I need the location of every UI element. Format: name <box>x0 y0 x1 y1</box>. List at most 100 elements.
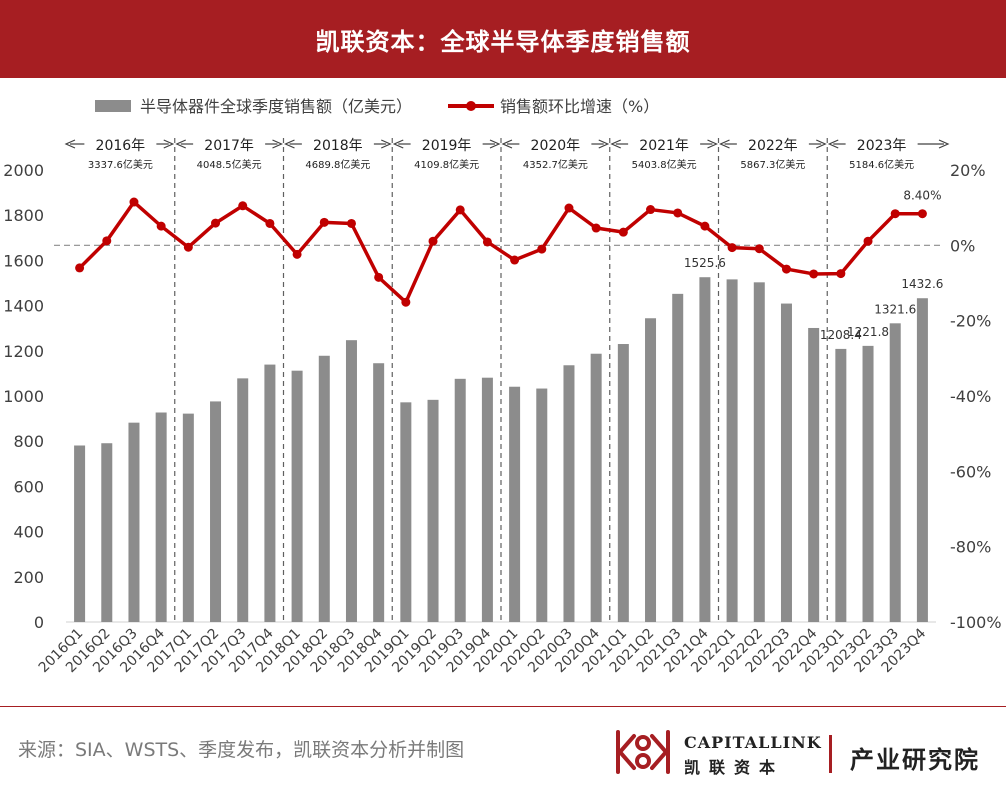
growth-point-2022Q2 <box>754 244 764 254</box>
source-note: 来源：SIA、WSTS、季度发布，凯联资本分析并制图 <box>18 739 465 761</box>
brand-separator <box>829 735 832 773</box>
arrow-right-icon <box>163 139 175 149</box>
left-axis-tick: 800 <box>13 432 44 451</box>
growth-point-2022Q3 <box>781 264 791 274</box>
bar-2023Q4 <box>916 298 928 622</box>
arrow-right-icon <box>381 139 392 149</box>
right-axis-tick: -40% <box>950 387 991 406</box>
legend-bar-label: 半导体器件全球季度销售额（亿美元） <box>140 97 412 116</box>
growth-line <box>78 200 923 304</box>
right-axis-tick: 0% <box>950 236 975 255</box>
left-axis-tick: 0 <box>34 613 44 632</box>
growth-point-2019Q3 <box>455 205 465 215</box>
data-label: 1208.4 <box>820 328 862 342</box>
bar-2016Q4 <box>155 412 167 622</box>
bar-2018Q1 <box>291 370 303 622</box>
footer-divider <box>0 706 1006 707</box>
bar-2022Q2 <box>753 282 765 622</box>
arrow-right-icon <box>489 139 501 149</box>
data-label: 1525.6 <box>684 256 726 270</box>
title-banner: 凯联资本：全球半导体季度销售额 <box>0 0 1006 78</box>
year-label: 2022年 <box>748 138 798 154</box>
bar-2022Q3 <box>780 303 792 622</box>
growth-point-2020Q2 <box>537 244 547 254</box>
bar-2016Q3 <box>128 422 140 622</box>
arrow-right-icon <box>598 139 610 149</box>
arrow-left-icon <box>392 139 404 149</box>
brand-name-en: CAPITALLINK <box>684 733 822 752</box>
legend-bar-swatch <box>95 100 131 112</box>
growth-point-2017Q2 <box>211 218 221 228</box>
bar-2020Q2 <box>536 388 548 622</box>
arrow-left-icon <box>175 139 186 149</box>
bar-2018Q4 <box>373 363 385 622</box>
bar-2017Q1 <box>182 413 194 622</box>
bar-2021Q4 <box>699 277 711 622</box>
left-axis-tick: 1200 <box>3 342 44 361</box>
arrow-left-icon <box>719 139 730 149</box>
arrow-right-icon <box>938 139 950 149</box>
growth-point-2019Q4 <box>482 237 492 247</box>
bar-2021Q3 <box>672 293 684 622</box>
right-axis-tick: 20% <box>950 161 986 180</box>
left-axis-tick: 2000 <box>3 161 44 180</box>
year-total: 4352.7亿美元 <box>523 158 588 171</box>
bar-2021Q2 <box>645 318 657 622</box>
growth-point-2023Q2 <box>863 236 873 246</box>
growth-point-2021Q4 <box>700 221 710 231</box>
legend-line-marker <box>466 101 476 111</box>
growth-point-2017Q1 <box>183 242 193 252</box>
growth-point-2021Q2 <box>646 205 656 215</box>
bar-2020Q4 <box>590 353 602 622</box>
growth-point-2018Q4 <box>374 272 384 282</box>
bar-2019Q3 <box>454 378 466 622</box>
bar-2018Q2 <box>318 355 330 622</box>
year-total: 4048.5亿美元 <box>197 158 262 171</box>
left-axis-tick: 1000 <box>3 387 44 406</box>
growth-point-2020Q1 <box>510 255 520 265</box>
year-label: 2017年 <box>204 138 254 154</box>
arrow-left-icon <box>610 139 621 149</box>
bar-2020Q3 <box>563 365 575 622</box>
bar-2023Q2 <box>862 345 874 622</box>
bar-2020Q1 <box>509 386 521 622</box>
capitallink-logo <box>616 730 670 774</box>
year-total: 5867.3亿美元 <box>740 158 805 171</box>
data-label: 8.40% <box>903 189 941 203</box>
growth-point-2022Q1 <box>727 243 737 253</box>
bar-2023Q3 <box>889 323 901 622</box>
brand-name-cn: 凯联资本 <box>684 758 785 777</box>
growth-point-2021Q1 <box>618 227 628 237</box>
year-total: 5403.8亿美元 <box>632 158 697 171</box>
growth-point-2016Q2 <box>102 236 112 246</box>
bar-2017Q2 <box>210 401 222 622</box>
year-label: 2018年 <box>313 138 363 154</box>
arrow-left-icon <box>501 139 513 149</box>
data-label: 1321.6 <box>874 302 916 316</box>
year-total: 4109.8亿美元 <box>414 158 479 171</box>
data-label: 1221.8 <box>847 325 889 339</box>
arrow-right-icon <box>272 139 283 149</box>
growth-point-2018Q3 <box>346 218 356 228</box>
growth-point-2018Q1 <box>292 249 302 259</box>
bar-2017Q4 <box>264 364 276 622</box>
data-label: 1432.6 <box>901 277 943 291</box>
growth-point-2023Q1 <box>836 269 846 279</box>
left-axis-tick: 1800 <box>3 206 44 225</box>
bar-2022Q1 <box>726 279 738 622</box>
growth-point-2017Q4 <box>265 218 275 228</box>
year-label: 2019年 <box>422 138 472 154</box>
right-axis-tick: -60% <box>950 462 991 481</box>
year-label: 2020年 <box>531 138 581 154</box>
growth-point-2023Q4 <box>917 209 927 219</box>
bar-2021Q1 <box>617 344 629 622</box>
arrow-right-icon <box>816 139 827 149</box>
growth-point-2016Q4 <box>156 221 166 231</box>
growth-point-2018Q2 <box>319 217 329 227</box>
bar-2023Q1 <box>835 348 847 622</box>
right-axis-tick: -100% <box>950 613 1002 632</box>
year-total: 4689.8亿美元 <box>305 158 370 171</box>
bar-2019Q1 <box>400 402 412 622</box>
bar-2018Q3 <box>345 340 357 622</box>
growth-point-2016Q3 <box>129 197 139 207</box>
